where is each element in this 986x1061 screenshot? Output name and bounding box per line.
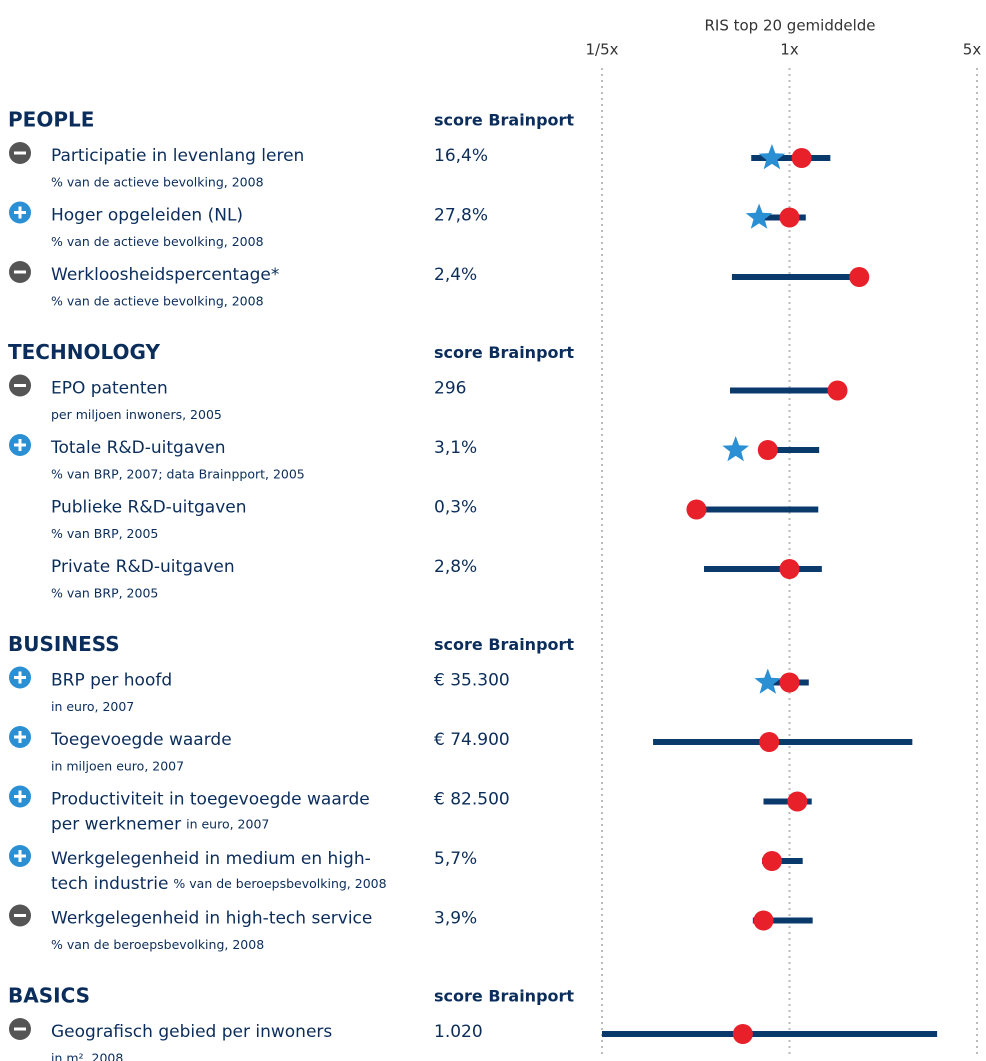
x-tick-label: 1/5x: [585, 41, 618, 59]
dot: [779, 672, 800, 693]
score: 3,9%: [434, 909, 477, 929]
row-label: Geografisch gebied per inwoners: [51, 1022, 332, 1042]
row-label: Publieke R&D-uitgaven: [51, 498, 246, 518]
score: € 35.300: [434, 671, 510, 691]
row-label-text: Hoger opgeleiden (NL): [51, 206, 243, 226]
group-heading: BUSINESS: [8, 632, 120, 656]
row-label-text: EPO patenten: [51, 379, 168, 399]
row-note: in m², 2008: [51, 1051, 123, 1061]
row-label-text: tech industrie: [51, 874, 168, 894]
star: [754, 668, 782, 694]
row-note: in euro, 2007: [51, 699, 134, 714]
dot: [827, 380, 848, 401]
score-heading: score Brainport: [434, 987, 574, 1006]
score: 2,8%: [434, 557, 477, 577]
star: [722, 436, 749, 462]
dot: [761, 851, 782, 871]
x-tick-label: 5x: [963, 41, 982, 59]
row-note: % van de actieve bevolking, 2008: [51, 234, 264, 249]
row-label: Toegevoegde waarde: [50, 730, 232, 750]
row-note: % van BRP, 2005: [51, 586, 158, 601]
x-tick-label: 1x: [780, 41, 799, 59]
row-label-text: per werknemer: [51, 815, 181, 835]
dot: [757, 440, 778, 460]
row-note: in euro, 2007: [186, 816, 269, 831]
row-label-text: Productiviteit in toegevoegde waarde: [51, 790, 370, 810]
row-label: Werkgelegenheid in medium en high-: [51, 849, 371, 869]
star: [758, 144, 786, 170]
row-label: Private R&D-uitgaven: [51, 557, 235, 577]
row-label-text: Private R&D-uitgaven: [51, 557, 235, 577]
row-label: Werkgelegenheid in high-tech service: [51, 909, 372, 929]
score: 0,3%: [434, 498, 477, 518]
score: 2,4%: [434, 265, 477, 285]
score: € 74.900: [434, 730, 510, 750]
score: 16,4%: [434, 146, 488, 166]
group-heading: PEOPLE: [8, 108, 94, 132]
row-label: Werkloosheidspercentage*: [51, 265, 279, 285]
row-note: % van BRP, 2005: [51, 526, 158, 541]
dot: [732, 1024, 753, 1044]
score: 3,1%: [434, 438, 477, 458]
group-heading: BASICS: [8, 984, 90, 1008]
row-label-text: BRP per hoofd: [51, 671, 172, 691]
dot: [759, 732, 780, 752]
score: 5,7%: [434, 849, 477, 869]
dot: [753, 910, 774, 931]
group-heading: TECHNOLOGY: [8, 340, 160, 364]
dot: [686, 499, 707, 520]
row-label: per werknemer in euro, 2007: [51, 815, 269, 835]
score-heading: score Brainport: [434, 343, 574, 362]
row-note: % van de actieve bevolking, 2008: [51, 294, 264, 309]
dot: [791, 148, 812, 168]
row-label-text: Werkloosheidspercentage*: [51, 265, 279, 285]
score: 27,8%: [434, 206, 488, 226]
row-label: Totale R&D-uitgaven: [50, 438, 226, 458]
score: € 82.500: [434, 790, 510, 810]
chart-title: RIS top 20 gemiddelde: [704, 17, 875, 35]
row-label-text: Werkgelegenheid in high-tech service: [51, 909, 372, 929]
row-label: BRP per hoofd: [51, 671, 172, 691]
dot: [779, 559, 800, 579]
row-note: % van de beroepsbevolking, 2008: [51, 937, 264, 952]
row-label: Hoger opgeleiden (NL): [51, 206, 243, 226]
row-label: Productiviteit in toegevoegde waarde: [51, 790, 370, 810]
score-heading: score Brainport: [434, 111, 574, 130]
score: 296: [434, 379, 466, 399]
row-label-text: Werkgelegenheid in medium en high-: [51, 849, 371, 869]
row-label-text: Participatie in levenlang leren: [51, 146, 304, 166]
row-label-text: Geografisch gebied per inwoners: [51, 1022, 332, 1042]
dot: [787, 791, 808, 812]
row-label: tech industrie % van de beroepsbevolking,…: [51, 874, 387, 894]
row-note: % van de beroepsbevolking, 2008: [173, 876, 386, 891]
row-label: EPO patenten: [51, 379, 168, 399]
score: 1.020: [434, 1022, 483, 1042]
row-label-text: Publieke R&D-uitgaven: [51, 498, 246, 518]
row-label-text: Totale R&D-uitgaven: [50, 438, 226, 458]
row-note: % van BRP, 2007; data Brainpport, 2005: [51, 467, 305, 482]
star: [745, 203, 773, 229]
dot: [779, 207, 800, 228]
score-heading: score Brainport: [434, 635, 574, 654]
row-label: Participatie in levenlang leren: [51, 146, 304, 166]
dot: [849, 267, 870, 287]
row-note: in miljoen euro, 2007: [51, 759, 184, 774]
row-note: % van de actieve bevolking, 2008: [51, 175, 264, 190]
row-label-text: Toegevoegde waarde: [50, 730, 232, 750]
row-note: per miljoen inwoners, 2005: [51, 407, 222, 422]
